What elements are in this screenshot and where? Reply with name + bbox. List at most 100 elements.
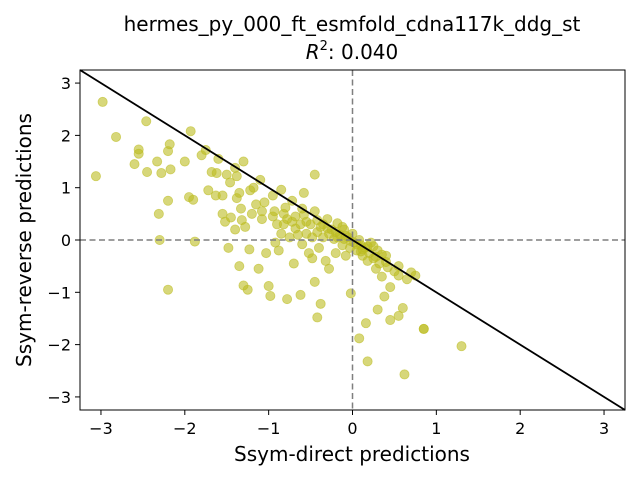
subtitle-r: R — [306, 40, 320, 64]
scatter-point — [324, 263, 335, 274]
scatter-point — [397, 302, 408, 313]
y-tick-label: −1 — [47, 283, 71, 302]
scatter-point — [267, 211, 278, 222]
scatter-point — [133, 148, 144, 159]
scatter-point — [278, 219, 289, 230]
x-axis-ticks: −3 −2 −1 0 1 2 3 — [89, 410, 609, 438]
y-tick-label: 0 — [61, 231, 71, 250]
scatter-point — [231, 171, 242, 182]
subtitle-value: : 0.040 — [328, 40, 398, 64]
scatter-point — [203, 185, 214, 196]
scatter-point — [393, 310, 404, 321]
scatter-point — [223, 242, 234, 253]
chart-subtitle: R2: 0.040 — [306, 39, 399, 64]
scatter-point — [111, 131, 122, 142]
y-tick-label: −3 — [47, 388, 71, 407]
scatter-point — [244, 244, 255, 255]
scatter-point — [90, 171, 101, 182]
x-tick-label: 2 — [515, 419, 525, 438]
scatter-point — [240, 221, 251, 232]
scatter-point — [340, 250, 351, 261]
x-tick-label: 3 — [599, 419, 609, 438]
scatter-point — [301, 216, 312, 227]
chart-title: hermes_py_000_ft_esmfold_cdna117k_ddg_st — [124, 12, 581, 36]
scatter-point — [276, 228, 287, 239]
scatter-point — [292, 229, 303, 240]
scatter-point — [230, 224, 241, 235]
x-axis-label: Ssym-direct predictions — [234, 442, 470, 466]
y-tick-label: 2 — [61, 126, 71, 145]
scatter-point — [298, 187, 309, 198]
scatter-point — [330, 248, 341, 259]
scatter-point — [188, 194, 199, 205]
scatter-point — [307, 253, 318, 264]
scatter-point — [152, 156, 163, 167]
scatter-point — [165, 164, 176, 175]
scatter-point — [246, 208, 257, 219]
x-tick-label: 0 — [347, 419, 357, 438]
y-tick-label: 3 — [61, 74, 71, 93]
scatter-point — [456, 341, 467, 352]
scatter-point — [379, 291, 390, 302]
scatter-point — [295, 289, 306, 300]
scatter-point — [362, 356, 373, 367]
scatter-point — [418, 323, 429, 334]
y-tick-label: 1 — [61, 179, 71, 198]
scatter-point — [354, 333, 365, 344]
scatter-point — [129, 159, 140, 170]
scatter-point — [276, 184, 287, 195]
x-tick-label: −3 — [89, 419, 113, 438]
scatter-point — [282, 294, 293, 305]
scatter-point — [261, 248, 272, 259]
scatter-point — [372, 304, 383, 315]
scatter-point — [385, 315, 396, 326]
scatter-point — [385, 282, 396, 293]
x-tick-label: 1 — [431, 419, 441, 438]
scatter-point — [245, 185, 256, 196]
scatter-point — [179, 156, 190, 167]
scatter-point — [309, 276, 320, 287]
scatter-point — [225, 177, 236, 188]
diagonal-line — [79, 69, 626, 411]
scatter-point — [265, 290, 276, 301]
scatter-point — [153, 208, 164, 219]
scatter-point — [142, 166, 153, 177]
y-axis-ticks: −3 −2 −1 0 1 2 3 — [47, 74, 80, 407]
scatter-point — [393, 270, 404, 281]
scatter-point — [288, 258, 299, 269]
scatter-point — [164, 139, 175, 150]
scatter-point — [238, 280, 249, 291]
scatter-point — [234, 187, 245, 198]
scatter-point — [238, 156, 249, 167]
scatter-point — [163, 195, 174, 206]
scatter-point — [280, 202, 291, 213]
scatter-point — [259, 197, 270, 208]
scatter-point — [234, 261, 245, 272]
scatter-point — [337, 221, 348, 232]
scatter-point — [189, 236, 200, 247]
scatter-point — [312, 312, 323, 323]
scatter-point — [315, 298, 326, 309]
scatter-point — [156, 168, 167, 179]
scatter-point — [360, 318, 371, 329]
y-tick-label: −2 — [47, 336, 71, 355]
scatter-point — [309, 169, 320, 180]
y-axis-label: Ssym-reverse predictions — [12, 113, 36, 367]
scatter-point — [185, 126, 196, 137]
scatter-point — [297, 239, 308, 250]
x-tick-label: −1 — [257, 419, 281, 438]
scatter-point — [355, 246, 366, 257]
scatter-point — [290, 211, 301, 222]
scatter-point — [211, 168, 222, 179]
scatter-point — [256, 206, 267, 217]
scatter-point — [253, 263, 264, 274]
scatter-point — [376, 271, 387, 282]
scatter-point — [235, 203, 246, 214]
scatter-point — [345, 288, 356, 299]
scatter-point — [163, 284, 174, 295]
scatter-point — [97, 96, 108, 107]
x-tick-label: −2 — [173, 419, 197, 438]
scatter-point — [225, 212, 236, 223]
scatter-point — [263, 281, 274, 292]
